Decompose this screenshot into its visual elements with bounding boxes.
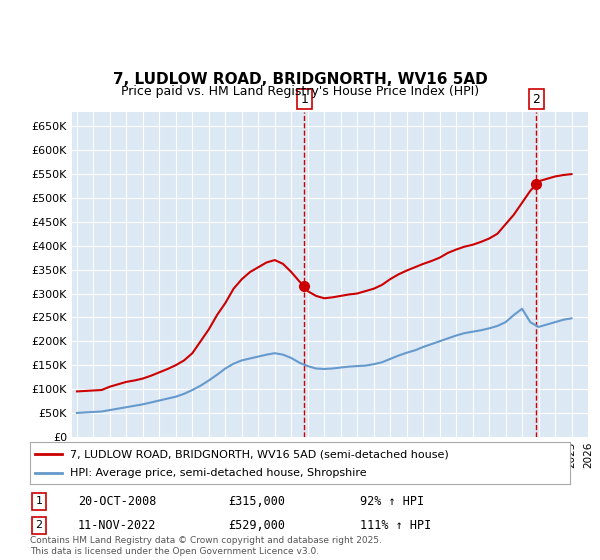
Text: Price paid vs. HM Land Registry's House Price Index (HPI): Price paid vs. HM Land Registry's House … [121, 85, 479, 98]
Text: £315,000: £315,000 [228, 494, 285, 508]
Text: 7, LUDLOW ROAD, BRIDGNORTH, WV16 5AD: 7, LUDLOW ROAD, BRIDGNORTH, WV16 5AD [113, 72, 487, 87]
Text: £529,000: £529,000 [228, 519, 285, 532]
Text: 92% ↑ HPI: 92% ↑ HPI [360, 494, 424, 508]
Text: 2: 2 [532, 92, 541, 105]
Text: Contains HM Land Registry data © Crown copyright and database right 2025.
This d: Contains HM Land Registry data © Crown c… [30, 536, 382, 556]
Text: 11-NOV-2022: 11-NOV-2022 [78, 519, 157, 532]
Text: 111% ↑ HPI: 111% ↑ HPI [360, 519, 431, 532]
Text: 1: 1 [301, 92, 308, 105]
Text: 20-OCT-2008: 20-OCT-2008 [78, 494, 157, 508]
Text: 7, LUDLOW ROAD, BRIDGNORTH, WV16 5AD (semi-detached house): 7, LUDLOW ROAD, BRIDGNORTH, WV16 5AD (se… [71, 449, 449, 459]
Text: 1: 1 [35, 496, 43, 506]
Text: 2: 2 [35, 520, 43, 530]
Text: HPI: Average price, semi-detached house, Shropshire: HPI: Average price, semi-detached house,… [71, 468, 367, 478]
